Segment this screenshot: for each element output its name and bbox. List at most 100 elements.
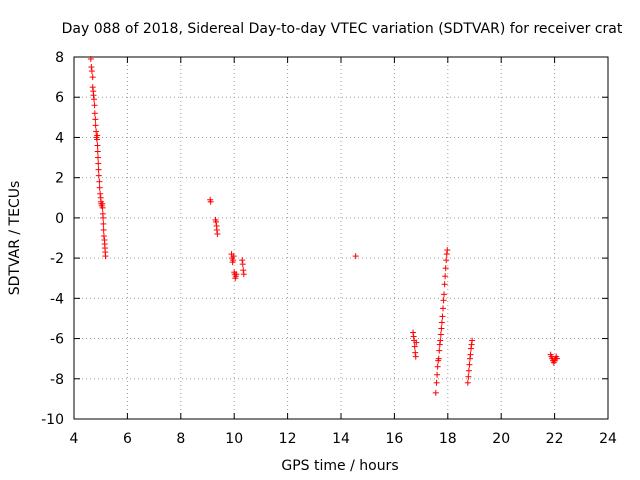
x-tick-label: 10 [225, 431, 243, 447]
data-point [438, 325, 445, 332]
data-point [92, 116, 99, 123]
data-point [433, 379, 440, 386]
x-tick-label: 20 [492, 431, 510, 447]
data-point [214, 230, 221, 237]
y-tick-label: 4 [55, 130, 64, 146]
x-tick-label: 6 [123, 431, 132, 447]
data-point [435, 355, 442, 362]
chart-title: Day 088 of 2018, Sidereal Day-to-day VTE… [62, 21, 623, 37]
data-point [440, 297, 447, 304]
data-point [466, 361, 473, 368]
x-tick-label: 14 [332, 431, 350, 447]
data-point [88, 64, 95, 71]
x-tick-label: 4 [70, 431, 79, 447]
y-axis-label: SDTVAR / TECUs [7, 181, 23, 296]
y-tick-label: -8 [50, 372, 64, 388]
data-point [240, 267, 247, 274]
data-point [93, 128, 100, 135]
data-point [410, 329, 417, 336]
data-point [95, 154, 102, 161]
data-point [469, 337, 476, 344]
data-point [442, 273, 449, 280]
data-point [95, 166, 102, 173]
data-point [91, 96, 98, 103]
data-points [87, 56, 561, 396]
x-tick-labels: 4 6 8 10 12 14 16 18 20 22 24 [70, 431, 617, 447]
data-point [437, 331, 444, 338]
data-point [410, 333, 417, 340]
data-point [444, 247, 451, 254]
data-point [465, 367, 472, 374]
data-point [207, 198, 214, 205]
data-point [434, 363, 441, 370]
data-point [88, 68, 95, 75]
data-point [438, 319, 445, 326]
data-point [102, 253, 109, 260]
data-point [468, 345, 475, 352]
y-tick-label: -6 [50, 332, 64, 348]
data-point [352, 253, 359, 260]
data-point [412, 349, 419, 356]
data-point [95, 172, 102, 179]
data-point [432, 389, 439, 396]
data-point [413, 339, 420, 346]
data-point [100, 220, 107, 227]
data-point [100, 214, 107, 221]
data-point [411, 343, 418, 350]
data-point [89, 84, 96, 91]
data-point [240, 271, 247, 278]
data-point [92, 122, 99, 129]
data-point [441, 281, 448, 288]
data-point [554, 355, 561, 362]
data-point [99, 204, 106, 211]
data-point [100, 232, 107, 239]
data-point [443, 257, 450, 264]
grid-lines [74, 57, 608, 419]
data-point [90, 92, 97, 99]
data-point [96, 184, 103, 191]
data-point [97, 190, 104, 197]
y-tick-label: 8 [55, 50, 64, 66]
data-point [100, 226, 107, 233]
y-tick-label: -4 [50, 291, 64, 307]
data-point [233, 271, 240, 278]
x-tick-label: 16 [385, 431, 403, 447]
x-tick-label: 12 [279, 431, 297, 447]
data-point [465, 373, 472, 380]
y-tick-label: 0 [55, 211, 64, 227]
data-point [91, 102, 98, 109]
y-tick-label: -2 [50, 251, 64, 267]
axis-ticks [73, 56, 609, 420]
data-point [94, 132, 101, 139]
data-point [412, 353, 419, 360]
data-point [443, 251, 450, 258]
data-point [434, 371, 441, 378]
y-tick-labels: -10 -8 -6 -4 -2 0 2 4 6 8 [41, 50, 64, 428]
data-point [89, 74, 96, 81]
data-point [441, 291, 448, 298]
y-tick-label: -10 [41, 412, 64, 428]
data-point [436, 341, 443, 348]
data-point [437, 337, 444, 344]
data-point [439, 313, 446, 320]
y-tick-label: 2 [55, 171, 64, 187]
data-point [230, 257, 237, 264]
x-axis-label: GPS time / hours [281, 458, 398, 474]
data-point [94, 148, 101, 155]
data-point [239, 257, 246, 264]
data-point [466, 355, 473, 362]
x-tick-label: 8 [176, 431, 185, 447]
data-point [96, 178, 103, 185]
data-point [213, 226, 220, 233]
data-point [464, 379, 471, 386]
data-point [95, 160, 102, 167]
y-tick-label: 6 [55, 90, 64, 106]
data-point [442, 265, 449, 272]
data-point [230, 253, 237, 260]
data-point [94, 142, 101, 149]
x-tick-label: 18 [439, 431, 457, 447]
data-point [467, 351, 474, 358]
data-point [468, 341, 475, 348]
x-tick-label: 24 [599, 431, 617, 447]
